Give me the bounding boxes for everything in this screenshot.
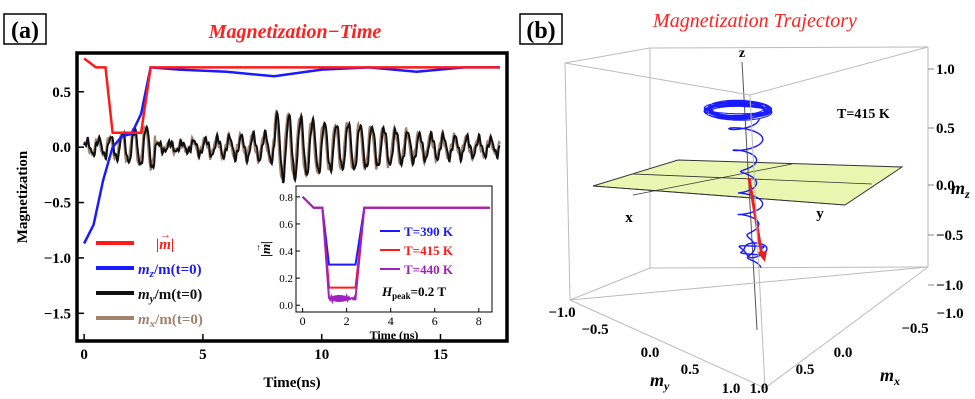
inset-series-line-2 xyxy=(301,196,490,305)
y-tick-label: −1.0 xyxy=(44,251,71,267)
x-tick-label: 15 xyxy=(433,347,448,363)
trajectory-spiral xyxy=(728,117,764,268)
y-axis-letter: y xyxy=(816,206,824,222)
x-tick-label: 5 xyxy=(199,347,207,363)
panel-a-label: (a) xyxy=(11,18,39,44)
legend-label-mx: mx/m(t=0) xyxy=(138,312,203,330)
inset-plot: 0 2 4 6 8 0.0 0.2 0.4 0.6 0.8 Time (ns) |m| → T=3… xyxy=(252,185,493,342)
cube-front-edges xyxy=(564,46,929,389)
trajectory-bottom-loops xyxy=(738,242,768,259)
y-tick-label: 0.5 xyxy=(52,85,71,101)
panel-b: (b) Magnetization Trajectory z x y xyxy=(519,10,970,397)
my-tick-label: −0.5 xyxy=(581,322,608,338)
plot-a-legend: |m| → mz/m(t=0) my/m(t=0) mx/m(t=0) xyxy=(96,229,203,330)
svg-text:→: → xyxy=(252,244,262,253)
cube-back-edges xyxy=(564,46,929,301)
inset-y-tick-label: 0.0 xyxy=(279,300,293,312)
inset-x-tick-label: 6 xyxy=(432,314,438,328)
x-axis-line xyxy=(592,185,846,206)
inset-y-tick-label: 0.2 xyxy=(279,273,293,285)
inset-curves xyxy=(301,196,490,305)
y-tick-label: −0.5 xyxy=(44,196,71,212)
inset-y-tick-label: 0.4 xyxy=(279,246,293,258)
plane-gridline-2 xyxy=(632,173,873,185)
x-tick-label: 0 xyxy=(80,347,88,363)
y-tick-label: −1.5 xyxy=(44,306,71,322)
mz-tick-label: 1.0 xyxy=(936,62,955,78)
mz-tick-label: −1.0 xyxy=(936,278,963,294)
inset-y-tick-label: 0.6 xyxy=(279,219,293,231)
my-tick-label: 1.0 xyxy=(722,381,741,397)
mz-axis-label: mz xyxy=(951,178,970,201)
plot-a-xlabel: Time(ns) xyxy=(263,375,320,391)
my-tick-label: 0.0 xyxy=(641,345,660,361)
cube-floor-edges xyxy=(569,266,929,389)
inset-x-tick-label: 4 xyxy=(388,314,394,328)
plot-a-ylabel: Magnetization xyxy=(15,150,31,243)
legend-label-mz: mz/m(t=0) xyxy=(138,262,202,280)
annotation-temperature: T=415 K xyxy=(837,107,890,122)
panel-a-title: Magnetization−Time xyxy=(208,21,382,43)
panel-b-label-box xyxy=(519,13,563,45)
series-line-abs-m xyxy=(83,57,500,135)
my-tick-label: −1.0 xyxy=(548,305,575,321)
panel-b-title: Magnetization Trajectory xyxy=(652,10,857,32)
panel-b-ticks: 1.0 0.5 0.0 −0.5 −1.0 −1.0 −0.5 0.0 0.5 1.0 −1.0 −0… xyxy=(548,62,963,397)
my-tick-label: 0.5 xyxy=(681,362,700,378)
series-line-my xyxy=(83,109,501,184)
mx-tick-label: −1.0 xyxy=(936,306,963,322)
inset-ylabel: |m| → xyxy=(252,241,273,257)
mx-tick-label: 0.5 xyxy=(796,362,815,378)
z-axis-letter: z xyxy=(739,46,745,61)
legend-arrow-abs-m: → xyxy=(160,229,171,241)
mx-tick-label: −0.5 xyxy=(901,321,928,337)
plot-a-curves xyxy=(82,57,501,245)
mx-tick-label: 1.0 xyxy=(750,381,769,397)
mx-axis-label: mx xyxy=(880,365,900,388)
legend-label-my: my/m(t=0) xyxy=(138,287,202,305)
mz-tick-label: 0.5 xyxy=(936,121,955,137)
y-tick-label: 0.0 xyxy=(52,140,71,156)
panel-a-label-box xyxy=(3,13,47,45)
mx-tick-label: 0.0 xyxy=(834,345,853,361)
trajectory-curve xyxy=(703,99,773,268)
inset-x-tick-label: 0 xyxy=(300,314,306,328)
inset-x-tick-label: 2 xyxy=(344,314,350,328)
panel-a: (a) Magnetization−Time 0 5 10 15 0.5 0.0 −0.5 −… xyxy=(3,13,509,391)
inset-xlabel: Time (ns) xyxy=(370,328,419,342)
trajectory-top-loops xyxy=(703,99,773,121)
inset-legend: T=390 K T=415 K T=440 K Hpeak=0.2 T xyxy=(380,224,454,301)
x-axis-letter: x xyxy=(625,210,633,226)
magnetization-vector xyxy=(747,177,767,262)
svg-text:|m|: |m| xyxy=(258,241,273,257)
inset-legend-label-390: T=390 K xyxy=(404,224,454,239)
panel-b-label: (b) xyxy=(526,18,555,44)
inset-annotation-hpeak: Hpeak=0.2 T xyxy=(381,284,446,301)
inset-legend-label-440: T=440 K xyxy=(404,262,454,277)
mz-tick-label: 0.0 xyxy=(936,178,955,194)
x-tick-label: 10 xyxy=(314,347,329,363)
legend-label-abs-m: |m| xyxy=(156,237,174,253)
mz-tick-label: −0.5 xyxy=(936,228,963,244)
my-axis-label: my xyxy=(650,370,670,393)
inset-y-tick-label: 0.8 xyxy=(279,192,293,204)
inset-x-tick-label: 8 xyxy=(476,314,482,328)
plane-gridline-1 xyxy=(632,163,793,196)
inset-legend-label-415: T=415 K xyxy=(404,243,454,258)
